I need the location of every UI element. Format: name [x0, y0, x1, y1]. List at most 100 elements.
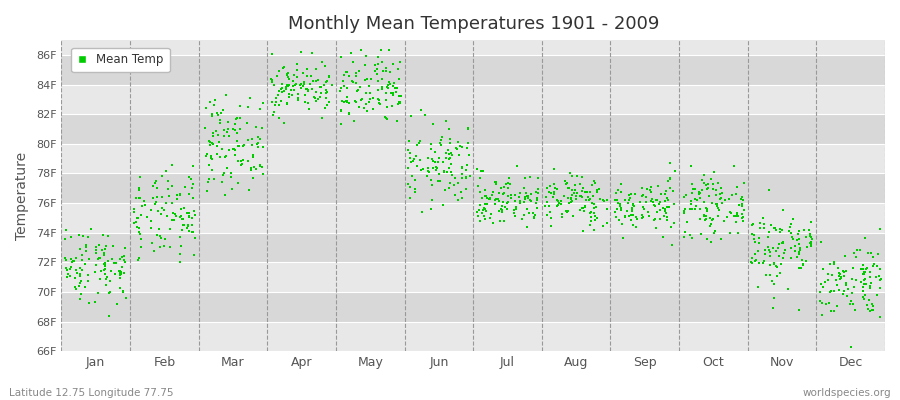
Point	[223, 174, 238, 181]
Point	[727, 212, 742, 219]
Point	[279, 86, 293, 92]
Point	[322, 74, 337, 80]
Point	[88, 268, 103, 275]
Point	[89, 247, 104, 254]
Point	[544, 190, 558, 196]
Point	[242, 186, 256, 193]
Point	[408, 177, 422, 184]
Point	[614, 207, 628, 213]
Point	[337, 99, 351, 105]
Point	[838, 253, 852, 260]
Point	[683, 232, 698, 238]
Point	[72, 280, 86, 286]
Point	[789, 237, 804, 243]
Point	[752, 220, 767, 226]
Point	[184, 176, 198, 182]
Point	[482, 196, 496, 202]
Point	[507, 206, 521, 213]
Point	[752, 240, 766, 246]
Point	[99, 243, 113, 249]
Point	[714, 236, 728, 242]
Point	[301, 100, 315, 106]
Point	[832, 287, 846, 294]
Point	[857, 281, 871, 287]
Point	[293, 49, 308, 56]
Point	[252, 106, 266, 112]
Point	[522, 210, 536, 216]
Point	[150, 208, 165, 214]
Point	[592, 186, 607, 192]
Point	[547, 189, 562, 195]
Point	[766, 305, 780, 312]
Point	[169, 213, 184, 220]
Point	[827, 261, 842, 267]
Point	[65, 259, 79, 265]
Point	[645, 196, 660, 202]
Point	[436, 158, 451, 165]
Point	[272, 115, 286, 122]
Point	[113, 275, 128, 282]
Point	[560, 208, 574, 215]
Point	[661, 178, 675, 184]
Point	[127, 220, 141, 226]
Point	[206, 176, 220, 182]
Point	[220, 164, 235, 171]
Point	[626, 207, 640, 214]
Point	[117, 259, 131, 265]
Point	[781, 228, 796, 234]
Point	[622, 197, 636, 204]
Point	[575, 174, 590, 180]
Point	[130, 214, 145, 221]
Point	[569, 196, 583, 202]
Point	[843, 301, 858, 307]
Point	[230, 114, 245, 121]
Point	[304, 86, 319, 93]
Point	[222, 147, 237, 153]
Point	[507, 210, 521, 216]
Point	[358, 61, 373, 68]
Point	[112, 268, 126, 274]
Point	[729, 219, 743, 226]
Point	[338, 83, 352, 90]
Point	[370, 71, 384, 77]
Point	[79, 244, 94, 250]
Point	[786, 235, 800, 242]
Point	[148, 180, 162, 186]
Point	[184, 222, 199, 228]
Point	[434, 137, 448, 144]
Point	[873, 266, 887, 272]
Point	[663, 224, 678, 230]
Point	[231, 158, 246, 164]
Point	[564, 198, 579, 204]
Point	[84, 226, 98, 232]
Point	[454, 175, 469, 181]
Point	[508, 198, 522, 204]
Point	[256, 100, 270, 106]
Point	[579, 197, 593, 204]
Point	[282, 93, 296, 100]
Point	[433, 140, 447, 146]
Point	[658, 198, 672, 204]
Point	[443, 139, 457, 146]
Point	[694, 230, 708, 237]
Point	[296, 83, 310, 89]
Point	[626, 222, 640, 228]
Point	[500, 180, 514, 187]
Point	[455, 195, 470, 202]
Point	[252, 162, 266, 168]
Point	[635, 214, 650, 220]
Point	[247, 152, 261, 158]
Point	[860, 265, 874, 271]
Point	[116, 289, 130, 296]
Point	[390, 85, 404, 91]
Point	[550, 203, 564, 209]
Point	[63, 256, 77, 262]
Point	[353, 84, 367, 90]
Point	[334, 54, 348, 60]
Point	[774, 261, 788, 268]
Point	[644, 184, 658, 190]
Point	[796, 261, 810, 268]
Point	[127, 209, 141, 215]
Point	[770, 264, 784, 270]
Point	[428, 163, 443, 170]
